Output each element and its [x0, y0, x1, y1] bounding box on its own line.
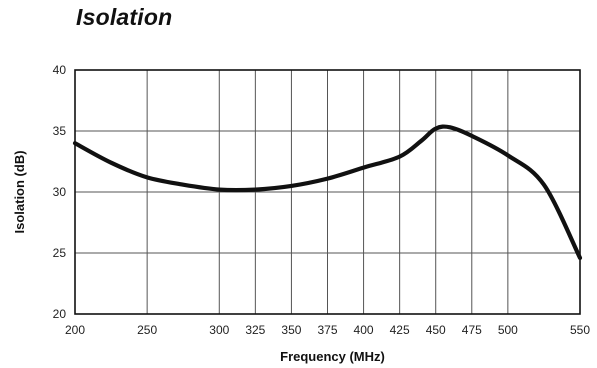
isolation-series-line: [72, 124, 583, 260]
y-tick-label: 25: [53, 246, 67, 260]
y-axis-label: Isolation (dB): [12, 150, 27, 233]
x-axis-label: Frequency (MHz): [280, 349, 385, 364]
x-tick-label: 375: [317, 323, 337, 337]
y-tick-labels: 20 25 30 35 40: [53, 63, 67, 321]
x-tick-label: 300: [209, 323, 229, 337]
y-tick-label: 40: [53, 63, 67, 77]
x-tick-label: 450: [426, 323, 446, 337]
x-tick-label: 325: [245, 323, 265, 337]
series-layer: [72, 124, 583, 260]
y-tick-label: 20: [53, 307, 67, 321]
chart-title: Isolation: [76, 4, 173, 30]
x-tick-label: 500: [498, 323, 518, 337]
x-tick-label: 425: [390, 323, 410, 337]
x-tick-labels: 200 250 300 325 350 375 400 425 450 475 500 550: [65, 323, 590, 337]
x-tick-label: 350: [281, 323, 301, 337]
y-tick-label: 30: [53, 185, 67, 199]
chart-grid: [74, 69, 581, 315]
y-tick-label: 35: [53, 124, 67, 138]
x-tick-label: 250: [137, 323, 157, 337]
x-tick-label: 400: [354, 323, 374, 337]
x-tick-label: 475: [462, 323, 482, 337]
x-tick-label: 550: [570, 323, 590, 337]
x-tick-label: 200: [65, 323, 85, 337]
plot-area-frame: [74, 69, 581, 315]
